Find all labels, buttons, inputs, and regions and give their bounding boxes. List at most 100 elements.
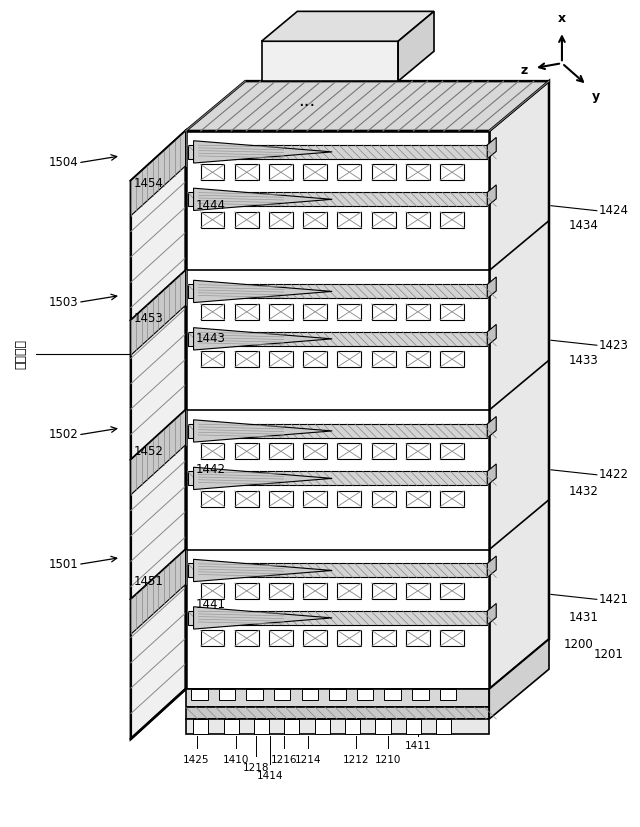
Bar xyxy=(345,719,360,734)
Bar xyxy=(235,630,259,646)
Bar xyxy=(193,719,209,734)
Bar xyxy=(303,304,327,319)
Polygon shape xyxy=(193,467,332,490)
Bar xyxy=(372,491,396,507)
Bar xyxy=(372,304,396,319)
Bar xyxy=(269,212,293,227)
Polygon shape xyxy=(193,559,332,581)
Bar xyxy=(235,491,259,507)
Bar xyxy=(440,304,464,319)
Bar xyxy=(372,212,396,227)
Bar xyxy=(269,304,293,319)
Bar xyxy=(301,689,318,700)
Bar xyxy=(274,689,291,700)
Bar xyxy=(440,630,464,646)
Text: 1452: 1452 xyxy=(134,446,164,458)
Polygon shape xyxy=(487,464,496,485)
Bar xyxy=(440,212,464,227)
Bar xyxy=(188,145,487,159)
Bar xyxy=(406,583,430,599)
Text: 1216: 1216 xyxy=(271,755,298,765)
Bar xyxy=(200,583,225,599)
Text: 1410: 1410 xyxy=(223,755,250,765)
Text: z: z xyxy=(521,64,528,77)
Text: y: y xyxy=(592,90,600,103)
Text: 1201: 1201 xyxy=(594,648,624,661)
Polygon shape xyxy=(186,81,549,131)
Bar xyxy=(329,689,346,700)
Polygon shape xyxy=(193,607,332,629)
Polygon shape xyxy=(193,327,332,350)
Bar xyxy=(254,719,269,734)
Bar xyxy=(440,351,464,367)
Bar xyxy=(303,165,327,180)
Bar xyxy=(406,630,430,646)
Text: 1453: 1453 xyxy=(134,312,164,325)
Bar xyxy=(372,443,396,459)
Text: 1444: 1444 xyxy=(195,199,225,213)
Bar xyxy=(200,491,225,507)
Polygon shape xyxy=(262,12,434,41)
Bar xyxy=(269,165,293,180)
Bar xyxy=(219,689,236,700)
Bar xyxy=(440,491,464,507)
Bar xyxy=(188,471,487,485)
Bar xyxy=(188,284,487,299)
Text: 1212: 1212 xyxy=(342,755,369,765)
Bar xyxy=(406,212,430,227)
Bar xyxy=(269,491,293,507)
Text: 1504: 1504 xyxy=(48,156,78,170)
Bar xyxy=(200,351,225,367)
Bar xyxy=(223,719,239,734)
Polygon shape xyxy=(487,137,496,159)
Bar xyxy=(235,165,259,180)
Bar xyxy=(356,689,373,700)
Bar xyxy=(186,689,489,707)
Polygon shape xyxy=(487,185,496,206)
Bar xyxy=(337,443,362,459)
Text: 1218: 1218 xyxy=(243,762,269,772)
Text: 1424: 1424 xyxy=(599,204,628,218)
Bar xyxy=(303,583,327,599)
Polygon shape xyxy=(131,270,186,355)
Text: 1432: 1432 xyxy=(569,485,599,498)
Bar xyxy=(337,583,362,599)
Bar xyxy=(200,443,225,459)
Bar xyxy=(372,351,396,367)
Text: 1421: 1421 xyxy=(599,593,628,606)
Bar xyxy=(200,630,225,646)
Bar xyxy=(303,351,327,367)
Bar xyxy=(337,630,362,646)
Bar xyxy=(284,719,300,734)
Bar xyxy=(315,719,330,734)
Polygon shape xyxy=(193,420,332,442)
Bar xyxy=(372,165,396,180)
Bar xyxy=(440,689,456,700)
Text: 1214: 1214 xyxy=(295,755,321,765)
Bar xyxy=(188,424,487,438)
Polygon shape xyxy=(489,639,549,719)
Polygon shape xyxy=(487,417,496,438)
Bar xyxy=(385,689,401,700)
Bar xyxy=(440,583,464,599)
Bar xyxy=(200,165,225,180)
Bar xyxy=(440,165,464,180)
Bar xyxy=(406,443,430,459)
Polygon shape xyxy=(398,12,434,81)
Text: 1431: 1431 xyxy=(569,611,599,624)
Bar xyxy=(186,719,489,734)
Polygon shape xyxy=(131,550,186,634)
Polygon shape xyxy=(193,280,332,303)
Bar xyxy=(376,719,390,734)
Text: 1441: 1441 xyxy=(195,598,225,611)
Bar xyxy=(440,443,464,459)
Text: 1443: 1443 xyxy=(196,332,225,345)
Polygon shape xyxy=(487,324,496,346)
Bar xyxy=(303,443,327,459)
Bar xyxy=(337,165,362,180)
Bar xyxy=(200,212,225,227)
Bar xyxy=(200,304,225,319)
Bar xyxy=(337,351,362,367)
Text: 基準電圧: 基準電圧 xyxy=(15,339,28,369)
Polygon shape xyxy=(131,410,186,495)
